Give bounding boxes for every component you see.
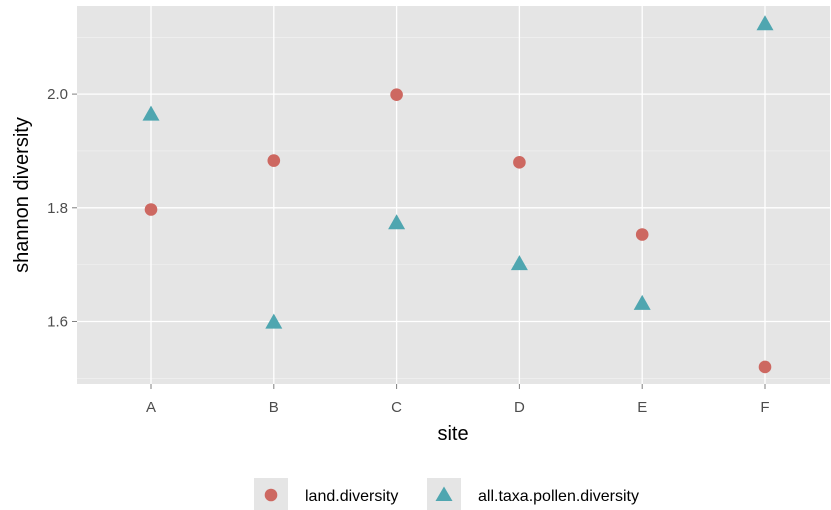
plot-panel <box>77 6 830 384</box>
legend-label-land-diversity: land.diversity <box>305 488 398 505</box>
legend: land.diversity all.taxa.pollen.diversity <box>254 478 639 510</box>
x-axis-title: site <box>437 423 468 445</box>
point-land-diversity <box>390 88 403 101</box>
point-all-taxa-pollen-diversity <box>756 15 774 31</box>
x-tick-label: C <box>391 399 402 416</box>
point-all-taxa-pollen-diversity <box>388 214 406 230</box>
data-points <box>142 15 774 374</box>
y-tick-label: 2.0 <box>47 86 68 103</box>
point-all-taxa-pollen-diversity <box>510 255 528 271</box>
x-tick-label: F <box>760 399 769 416</box>
y-tick-label: 1.6 <box>47 313 68 330</box>
point-land-diversity <box>758 360 772 374</box>
point-land-diversity <box>144 203 158 216</box>
point-land-diversity <box>635 228 649 241</box>
minor-grid <box>77 36 830 379</box>
point-all-taxa-pollen-diversity <box>142 105 160 121</box>
legend-marker-land-diversity <box>264 488 278 502</box>
x-tick-label: A <box>146 399 156 416</box>
x-tick-label: D <box>514 399 525 416</box>
y-axis: 1.6 1.8 2.0 <box>47 86 77 330</box>
x-axis: A B C D E F <box>146 384 770 416</box>
major-grid <box>77 6 830 384</box>
point-land-diversity <box>513 156 526 169</box>
legend-marker-all-taxa-pollen-diversity <box>435 486 453 501</box>
y-tick-label: 1.8 <box>47 200 68 217</box>
point-all-taxa-pollen-diversity <box>265 313 283 329</box>
y-axis-title: shannon diversity <box>11 117 33 273</box>
point-land-diversity <box>267 154 281 167</box>
x-tick-label: E <box>637 399 647 416</box>
point-all-taxa-pollen-diversity <box>633 294 651 310</box>
x-tick-label: B <box>269 399 279 416</box>
legend-label-all-taxa-pollen-diversity: all.taxa.pollen.diversity <box>478 488 639 505</box>
